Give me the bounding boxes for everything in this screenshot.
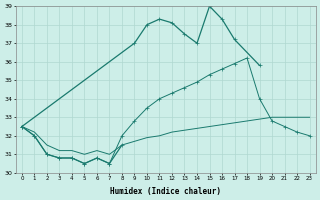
X-axis label: Humidex (Indice chaleur): Humidex (Indice chaleur)	[110, 187, 221, 196]
